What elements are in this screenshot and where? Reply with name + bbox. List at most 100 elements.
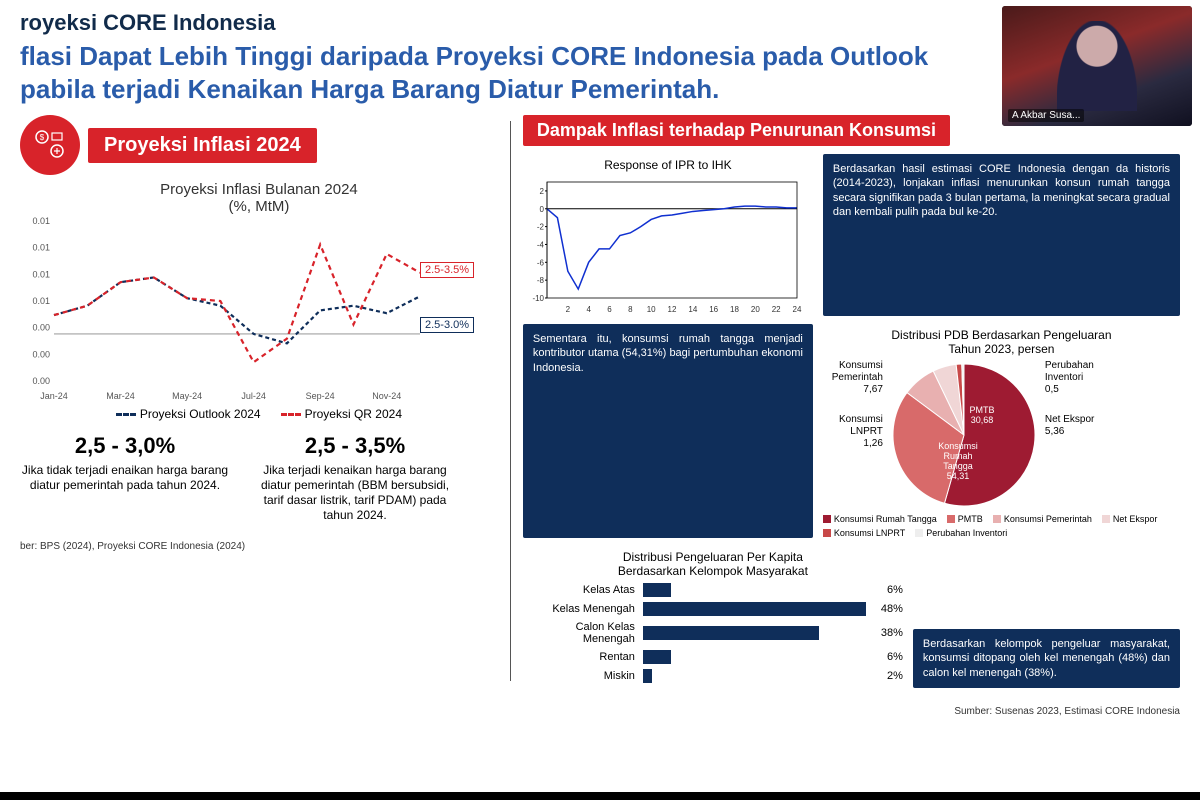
bar-chart-title: Distribusi Pengeluaran Per KapitaBerdasa…	[523, 550, 903, 578]
stat-value: 2,5 - 3,5%	[250, 433, 460, 459]
svg-text:22: 22	[772, 305, 781, 314]
column-divider	[510, 121, 511, 681]
webcam-video: A Akbar Susa...	[1002, 6, 1192, 126]
pie-legend: Konsumsi Rumah Tangga PMTB Konsumsi Pemeri…	[823, 514, 1180, 538]
svg-text:Tangga: Tangga	[943, 461, 973, 471]
svg-text:24: 24	[792, 305, 801, 314]
svg-text:12: 12	[667, 305, 676, 314]
bar-row: Kelas Atas 6%	[523, 583, 903, 597]
info-box-1: Berdasarkan hasil estimasi CORE Indonesi…	[823, 154, 1180, 316]
svg-text:54,31: 54,31	[947, 471, 970, 481]
response-chart-svg: -10-8-6-4-20224681012141618202224	[523, 176, 803, 316]
chart-annotation: 2.5-3.0%	[420, 317, 474, 333]
bar-value: 6%	[881, 651, 903, 663]
svg-text:0: 0	[539, 205, 544, 214]
svg-text:6: 6	[607, 305, 612, 314]
pie-right-labels: PerubahanInventori0,5 Net Ekspor5,36	[1045, 360, 1105, 510]
line-chart-svg: 0.010.010.010.010.000.000.00Jan-24Mar-24…	[20, 215, 480, 405]
chart-annotation: 2.5-3.5%	[420, 262, 474, 278]
pie-legend-item: Konsumsi Pemerintah	[993, 514, 1092, 524]
svg-text:Jul-24: Jul-24	[241, 391, 266, 401]
monthly-inflation-chart: Proyeksi Inflasi Bulanan 2024(%, MtM) 0.…	[20, 181, 498, 421]
pie-side-label: KonsumsiLNPRT1,26	[823, 414, 883, 450]
header-line3-text: pabila terjadi Kenaikan Harga Barang Dia…	[20, 74, 719, 104]
left-column: $ Proyeksi Inflasi 2024 Proyeksi Inflasi…	[20, 115, 498, 717]
svg-text:-4: -4	[537, 240, 545, 249]
svg-text:-6: -6	[537, 258, 545, 267]
svg-text:30,68: 30,68	[971, 415, 994, 425]
svg-text:0.00: 0.00	[32, 376, 50, 386]
pie-side-label: KonsumsiPemerintah7,67	[823, 360, 883, 396]
info-box-2: Sementara itu, konsumsi rumah tangga men…	[523, 324, 813, 538]
stat-desc: Jika terjadi kenaikan harga barang diatu…	[250, 463, 460, 523]
legend-item: Proyeksi QR 2024	[281, 407, 402, 421]
pie-side-label: PerubahanInventori0,5	[1045, 360, 1105, 396]
stat-value: 2,5 - 3,0%	[20, 433, 230, 459]
svg-text:10: 10	[647, 305, 656, 314]
svg-text:0.00: 0.00	[32, 323, 50, 333]
svg-text:-8: -8	[537, 276, 545, 285]
bar-label: Calon Kelas Menengah	[523, 621, 643, 645]
svg-text:Mar-24: Mar-24	[106, 391, 135, 401]
svg-text:0.01: 0.01	[32, 269, 50, 279]
content-row: $ Proyeksi Inflasi 2024 Proyeksi Inflasi…	[20, 115, 1180, 717]
svg-text:8: 8	[628, 305, 633, 314]
svg-text:20: 20	[751, 305, 760, 314]
bar-label: Rentan	[523, 651, 643, 663]
pie-legend-item: Perubahan Inventori	[915, 528, 1007, 538]
svg-text:Sep-24: Sep-24	[306, 391, 335, 401]
svg-text:4: 4	[586, 305, 591, 314]
info-box-3: Berdasarkan kelompok pengeluar masyaraka…	[913, 629, 1180, 688]
stats-row: 2,5 - 3,0% Jika tidak terjadi enaikan ha…	[20, 433, 498, 523]
svg-text:0.00: 0.00	[32, 349, 50, 359]
bar-chart: Distribusi Pengeluaran Per KapitaBerdasa…	[523, 546, 903, 688]
inflation-icon: $	[20, 115, 80, 175]
pie-left-labels: KonsumsiPemerintah7,67 KonsumsiLNPRT1,26	[823, 360, 883, 510]
header-line2-text: flasi Dapat Lebih Tinggi daripada Proyek…	[20, 41, 928, 71]
bar-row: Rentan 6%	[523, 650, 903, 664]
svg-text:Rumah: Rumah	[943, 451, 972, 461]
pie-legend-item: Konsumsi LNPRT	[823, 528, 905, 538]
svg-text:Jan-24: Jan-24	[40, 391, 68, 401]
pie-legend-item: PMTB	[947, 514, 983, 524]
bar-row: Miskin 2%	[523, 669, 903, 683]
legend-item: Proyeksi Outlook 2024	[116, 407, 261, 421]
bar-value: 2%	[881, 670, 903, 682]
pie-side-label: Net Ekspor5,36	[1045, 414, 1105, 438]
bar-label: Kelas Menengah	[523, 603, 643, 615]
webcam-name: A Akbar Susa...	[1008, 109, 1084, 122]
svg-text:-10: -10	[532, 294, 544, 303]
svg-text:16: 16	[709, 305, 718, 314]
bar-label: Miskin	[523, 670, 643, 682]
right-column: Dampak Inflasi terhadap Penurunan Konsum…	[523, 115, 1180, 717]
chart-legend: Proyeksi Outlook 2024 Proyeksi QR 2024	[20, 407, 498, 421]
left-banner: Proyeksi Inflasi 2024	[88, 128, 317, 163]
pie-legend-item: Net Ekspor	[1102, 514, 1158, 524]
bar-rows: Kelas Atas 6% Kelas Menengah 48% Calon Kel…	[523, 583, 903, 683]
svg-text:-2: -2	[537, 223, 545, 232]
bar-value: 6%	[881, 584, 903, 596]
right-banner: Dampak Inflasi terhadap Penurunan Konsum…	[523, 115, 950, 146]
pie-chart-title: Distribusi PDB Berdasarkan PengeluaranTa…	[823, 328, 1180, 356]
bar-row: Calon Kelas Menengah 38%	[523, 621, 903, 645]
bar-row: Kelas Menengah 48%	[523, 602, 903, 616]
bar-label: Kelas Atas	[523, 584, 643, 596]
response-chart-title: Response of IPR to IHK	[523, 158, 813, 172]
svg-text:14: 14	[688, 305, 697, 314]
svg-text:May-24: May-24	[172, 391, 202, 401]
svg-text:2: 2	[565, 305, 570, 314]
svg-text:$: $	[40, 133, 45, 142]
svg-text:Nov-24: Nov-24	[372, 391, 401, 401]
left-source: ber: BPS (2024), Proyeksi CORE Indonesia…	[20, 541, 498, 552]
pie-legend-item: Konsumsi Rumah Tangga	[823, 514, 937, 524]
webcam-thumbnail[interactable]: A Akbar Susa...	[1002, 6, 1192, 126]
svg-text:0.01: 0.01	[32, 296, 50, 306]
person-silhouette	[1057, 21, 1137, 111]
svg-text:Konsumsi: Konsumsi	[938, 441, 978, 451]
pie-chart-svg: PMTB30,68 KonsumsiRumahTangga54,31	[889, 360, 1039, 510]
stat-block: 2,5 - 3,5% Jika terjadi kenaikan harga b…	[250, 433, 460, 523]
right-source: Sumber: Susenas 2023, Estimasi CORE Indo…	[523, 706, 1180, 717]
pie-chart-wrap: KonsumsiPemerintah7,67KonsumsiLNPRT1,26 …	[823, 360, 1180, 510]
svg-text:PMTB: PMTB	[969, 405, 994, 415]
bar-value: 48%	[875, 603, 903, 615]
